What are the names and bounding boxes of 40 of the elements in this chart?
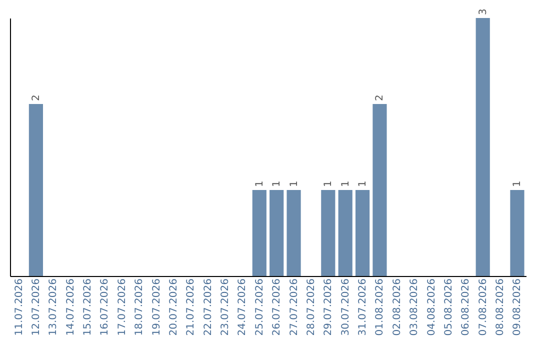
x-tick-label: 15.07.2026: [82, 278, 94, 336]
x-tick-label: 02.08.2026: [392, 278, 403, 336]
data-label: 1: [272, 180, 283, 187]
x-tick-label: 08.08.2026: [495, 278, 506, 336]
x-tick-label: 23.07.2026: [220, 278, 232, 336]
x-tick-label: 13.07.2026: [48, 278, 60, 336]
data-label: 3: [478, 8, 489, 15]
x-tick-label: 27.07.2026: [288, 278, 300, 336]
data-label: 2: [30, 94, 42, 101]
x-tick-label: 30.07.2026: [340, 278, 352, 336]
data-label: 2: [374, 94, 386, 101]
x-tick-label: 07.08.2026: [478, 278, 489, 336]
x-tick-label: 31.07.2026: [358, 278, 369, 336]
x-tick-label: 28.07.2026: [306, 278, 317, 336]
x-tick-label: 26.07.2026: [272, 278, 283, 336]
x-tick-label: 01.08.2026: [374, 278, 386, 336]
x-tick-label: 18.07.2026: [134, 278, 146, 336]
x-tick-label: 21.07.2026: [186, 278, 197, 336]
data-label: 1: [254, 180, 266, 187]
data-label: 1: [512, 180, 524, 187]
x-tick-label: 20.07.2026: [168, 278, 180, 336]
x-tick-label: 04.08.2026: [426, 278, 438, 336]
x-tick-label: 03.08.2026: [409, 278, 420, 336]
x-tick-label: 24.07.2026: [237, 278, 248, 336]
x-tick-label: 19.07.2026: [151, 278, 162, 336]
x-tick-label: 09.08.2026: [512, 278, 524, 336]
x-tick-label: 29.07.2026: [323, 278, 334, 336]
data-label: 1: [340, 180, 352, 187]
x-tick-label: 16.07.2026: [100, 278, 111, 336]
x-tick-label: 12.07.2026: [30, 278, 42, 336]
x-tick-label: 25.07.2026: [254, 278, 266, 336]
x-tick-label: 14.07.2026: [65, 278, 76, 336]
x-tick-label: 11.07.2026: [14, 278, 25, 336]
data-label: 1: [323, 180, 334, 187]
x-tick-label: 05.08.2026: [443, 278, 454, 336]
x-tick-label: 06.08.2026: [460, 278, 472, 336]
x-tick-label: 22.07.2026: [202, 278, 214, 336]
x-tick-label: 17.07.2026: [116, 278, 128, 336]
data-label: 1: [358, 180, 369, 187]
data-label: 1: [288, 180, 300, 187]
